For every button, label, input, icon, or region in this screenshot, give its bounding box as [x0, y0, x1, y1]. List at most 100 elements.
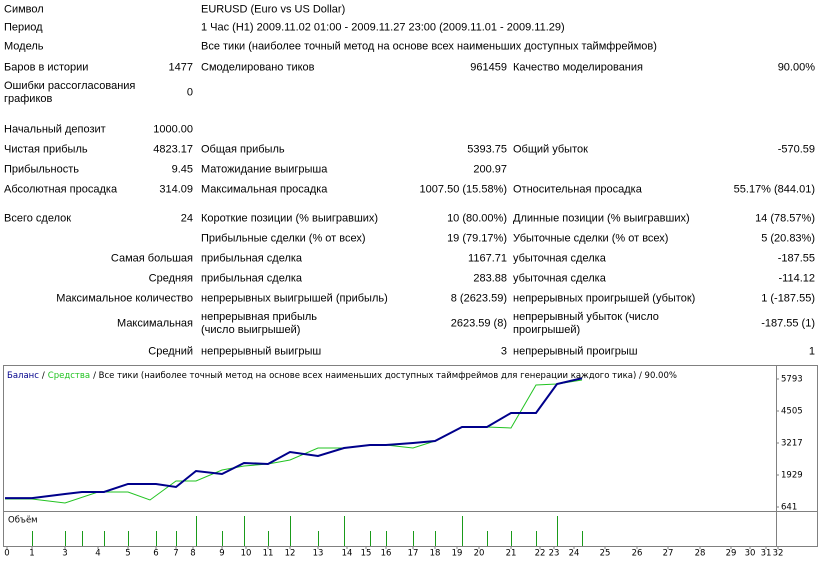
report-value2: 1167.71 — [468, 252, 507, 265]
y-tick-label: 4505 — [781, 406, 803, 416]
report-value2: 19 (79.17%) — [447, 232, 507, 245]
report-label2: Максимальная просадка — [201, 183, 328, 196]
report-value1: 24 — [180, 212, 193, 225]
report-label2: прибыльная сделка — [201, 272, 303, 285]
report-label3: убыточная сделка — [513, 252, 606, 265]
x-tick-label: 4 — [95, 549, 100, 559]
report-value1: 1000.00 — [153, 123, 193, 136]
report-label1: Ошибки рассогласования графиков — [4, 80, 136, 105]
report-value2: 961459 — [470, 61, 507, 74]
report-label3: Общий убыток — [513, 143, 588, 156]
x-tick-label: 5 — [125, 549, 130, 559]
x-tick-label: 26 — [632, 549, 643, 559]
x-tick-label: 7 — [173, 549, 178, 559]
report-label1: Всего сделок — [4, 212, 72, 225]
report-caption: Максимальная — [117, 317, 193, 330]
report-label1: Абсолютная просадка — [4, 183, 118, 196]
report-label3: непрерывных проигрышей (убыток) — [513, 292, 696, 305]
y-tick-label: 1929 — [781, 470, 803, 480]
report-label1: Чистая прибыль — [4, 143, 88, 156]
report-label3: Длинные позиции (% выигравших) — [513, 212, 690, 225]
x-tick-label: 15 — [361, 549, 372, 559]
report-label2: Все тики (наиболее точный метод на основ… — [201, 40, 657, 53]
report-value3: 55.17% (844.01) — [733, 183, 815, 196]
series-line — [5, 377, 583, 500]
report-value1: 9.45 — [171, 163, 193, 176]
report-value2: 10 (80.00%) — [447, 212, 507, 225]
x-tick-label: 20 — [474, 549, 485, 559]
x-tick-label: 13 — [313, 549, 324, 559]
report-label1: Модель — [4, 40, 44, 53]
x-tick-label: 11 — [263, 549, 274, 559]
report-label2: прибыльная сделка — [201, 252, 303, 265]
x-tick-label: 17 — [408, 549, 419, 559]
report-value3: -187.55 — [777, 252, 815, 265]
report-value2: 283.88 — [473, 272, 507, 285]
x-tick-label: 0 — [4, 549, 9, 559]
report-value1: 1477 — [168, 61, 193, 74]
report-value3: 90.00% — [777, 61, 815, 74]
x-tick-label: 9 — [219, 549, 224, 559]
report-value2: 200.97 — [473, 163, 507, 176]
x-tick-label: 1 — [29, 549, 34, 559]
x-tick-label: 21 — [506, 549, 517, 559]
report-label3: убыточная сделка — [513, 272, 606, 285]
x-tick-label: 8 — [190, 549, 195, 559]
y-tick-label: 641 — [781, 502, 797, 512]
chart-legend: Баланс / Средства / Все тики (наиболее точн… — [7, 371, 677, 381]
report-label3: Убыточные сделки (% от всех) — [513, 232, 669, 245]
report-value2: 8 (2623.59) — [450, 292, 507, 305]
report-value1: 314.09 — [159, 183, 193, 196]
report-label2: Прибыльные сделки (% от всех) — [201, 232, 366, 245]
report-caption: Максимальное количество — [56, 292, 193, 305]
x-tick-label: 14 — [342, 549, 353, 559]
y-tick-label: 5793 — [781, 374, 803, 384]
report-value3: 1 (-187.55) — [761, 292, 815, 305]
report-value2: 2623.59 (8) — [450, 317, 507, 330]
x-tick-label: 27 — [663, 549, 674, 559]
x-tick-label: 18 — [430, 549, 441, 559]
report-label2: непрерывный выигрыш — [201, 345, 322, 358]
y-tick-label: 3217 — [781, 438, 803, 448]
x-tick-label: 10 — [241, 549, 252, 559]
x-tick-label: 30 — [745, 549, 756, 559]
report-caption: Средний — [148, 345, 193, 358]
x-tick-label: 29 — [726, 549, 737, 559]
chart-frame — [3, 365, 818, 547]
report-label1: Баров в истории — [4, 61, 89, 74]
report-value1: 0 — [186, 86, 193, 99]
report-label1: Период — [4, 21, 43, 34]
report-value3: -187.55 (1) — [761, 317, 815, 330]
x-tick-label: 28 — [695, 549, 706, 559]
legend-delimiter: / — [42, 371, 45, 381]
x-tick-label: 32 — [773, 549, 784, 559]
x-tick-label: 24 — [569, 549, 580, 559]
x-tick-label: 25 — [600, 549, 611, 559]
report-value3: 14 (78.57%) — [755, 212, 815, 225]
x-tick-label: 31 — [761, 549, 772, 559]
report-label2: Смоделировано тиков — [201, 61, 315, 74]
legend-entry: Средства — [48, 371, 90, 381]
x-tick-label: 22 — [535, 549, 546, 559]
x-tick-label: 12 — [285, 549, 296, 559]
report-value2: 5393.75 — [467, 143, 507, 156]
report-value2: 3 — [500, 345, 507, 358]
report-caption: Самая большая — [110, 252, 193, 265]
report-label3: непрерывный убыток (число проигрышей) — [513, 311, 659, 336]
report-value3: 5 (20.83%) — [761, 232, 815, 245]
report-label3: непрерывный проигрыш — [513, 345, 638, 358]
report-label2: непрерывная прибыль (число выигрышей) — [201, 311, 318, 336]
report-label2: непрерывных выигрышей (прибыль) — [201, 292, 388, 305]
report-label2: Короткие позиции (% выигравших) — [201, 212, 379, 225]
report-label2: EURUSD (Euro vs US Dollar) — [201, 3, 346, 16]
report-label1: Начальный депозит — [4, 123, 106, 136]
x-tick-label: 19 — [452, 549, 463, 559]
legend-entry: Баланс — [7, 371, 39, 381]
volume-label: Объём — [8, 516, 38, 526]
report-caption: Средняя — [148, 272, 193, 285]
report-label1: Прибыльность — [4, 163, 79, 176]
report-label2: 1 Час (H1) 2009.11.02 01:00 - 2009.11.27… — [201, 21, 565, 34]
report-value1: 4823.17 — [153, 143, 193, 156]
x-tick-label: 6 — [153, 549, 158, 559]
